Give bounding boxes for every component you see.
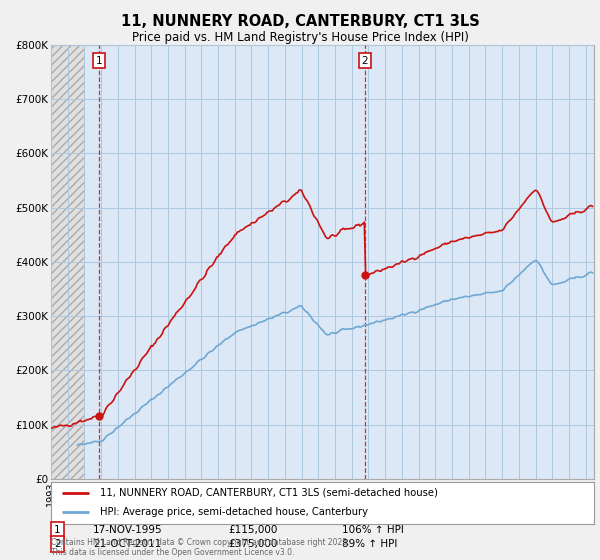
Text: 11, NUNNERY ROAD, CANTERBURY, CT1 3LS: 11, NUNNERY ROAD, CANTERBURY, CT1 3LS [121, 14, 479, 29]
Text: 17-NOV-1995: 17-NOV-1995 [93, 525, 163, 535]
Text: 89% ↑ HPI: 89% ↑ HPI [342, 539, 397, 549]
Text: 11, NUNNERY ROAD, CANTERBURY, CT1 3LS (semi-detached house): 11, NUNNERY ROAD, CANTERBURY, CT1 3LS (s… [100, 488, 438, 498]
Text: 2: 2 [362, 55, 368, 66]
Text: 2: 2 [54, 539, 61, 549]
Text: HPI: Average price, semi-detached house, Canterbury: HPI: Average price, semi-detached house,… [100, 507, 368, 517]
Text: 1: 1 [54, 525, 61, 535]
Text: 21-OCT-2011: 21-OCT-2011 [93, 539, 161, 549]
Text: Price paid vs. HM Land Registry's House Price Index (HPI): Price paid vs. HM Land Registry's House … [131, 31, 469, 44]
Bar [51, 45, 85, 479]
Text: 106% ↑ HPI: 106% ↑ HPI [342, 525, 404, 535]
Text: £115,000: £115,000 [228, 525, 277, 535]
Text: £375,000: £375,000 [228, 539, 277, 549]
Text: 1: 1 [96, 55, 103, 66]
Text: Contains HM Land Registry data © Crown copyright and database right 2025.
This d: Contains HM Land Registry data © Crown c… [51, 538, 349, 557]
